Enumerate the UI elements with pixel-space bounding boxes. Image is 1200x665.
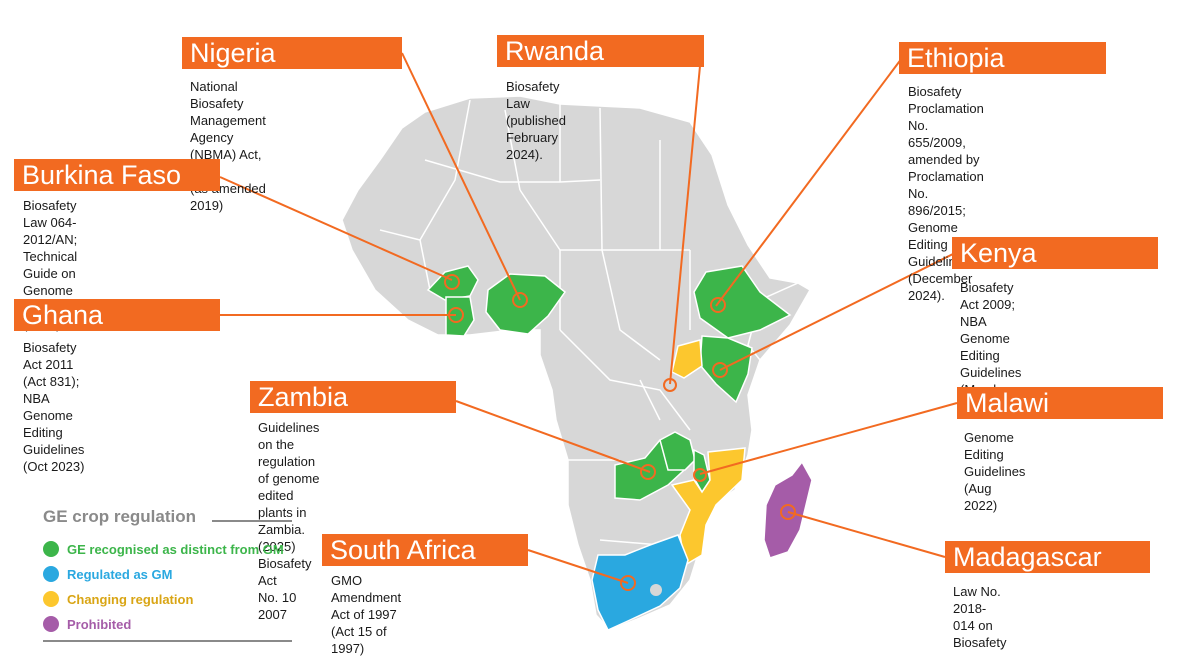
law-text-madagascar: Law No. 2018-014 on Biosafety: [953, 584, 1007, 650]
marker-ethiopia: [710, 297, 726, 313]
burkina-faso-shape: [426, 265, 479, 301]
madagascar-shape: [763, 460, 813, 559]
uganda-shape: [671, 339, 703, 379]
country-tag-south-africa: South Africa: [322, 534, 528, 566]
country-tag-ethiopia: Ethiopia: [899, 42, 1106, 74]
marker-rwanda: [663, 378, 677, 392]
legend-title: GE crop regulation: [43, 507, 197, 526]
legend-label-distinct: GE recognised as distinct from GM: [67, 541, 284, 557]
country-tag-nigeria: Nigeria: [182, 37, 402, 69]
legend-item-changing: Changing regulation: [43, 590, 193, 608]
law-text-ethiopia: Biosafety Proclamation No. 655/2009, ame…: [908, 84, 984, 303]
legend-title-rule: [212, 520, 292, 522]
marker-rings: [444, 274, 796, 591]
ghana-shape: [445, 296, 475, 337]
country-tag-ghana: Ghana: [14, 299, 220, 331]
legend-dot-green: [43, 541, 59, 557]
legend-label-changing: Changing regulation: [67, 591, 194, 607]
country-tag-zambia: Zambia: [250, 381, 456, 413]
ethiopia-shape: [693, 265, 792, 339]
country-tag-madagascar: Madagascar: [945, 541, 1150, 573]
legend-bottom-rule: [43, 640, 292, 642]
legend-dot-blue: [43, 566, 59, 582]
country-tag-rwanda: Rwanda: [497, 35, 704, 67]
marker-zambia: [640, 464, 656, 480]
law-text-ghana: Biosafety Act 2011 (Act 831); NBA Genome…: [23, 340, 85, 474]
country-tag-burkina-faso: Burkina Faso: [14, 159, 220, 191]
south-africa-shape: [591, 534, 689, 631]
law-text-nigeria: National Biosafety Management Agency (NB…: [190, 79, 266, 213]
lesotho-shape: [650, 584, 662, 596]
marker-ghana: [448, 307, 464, 323]
country-tag-malawi: Malawi: [957, 387, 1163, 419]
legend-label-regulated: Regulated as GM: [67, 566, 173, 582]
marker-burkina-faso: [444, 274, 460, 290]
changing-countries: [670, 339, 746, 567]
law-text-rwanda: Biosafety Law (published February 2024).: [506, 79, 566, 162]
country-borders: [379, 99, 691, 546]
leader-lines: [219, 52, 958, 584]
legend-item-distinct: GE recognised as distinct from GM: [43, 540, 284, 558]
legend-item-regulated: Regulated as GM: [43, 565, 172, 583]
marker-kenya: [712, 362, 728, 378]
law-text-malawi: Genome Editing Guidelines (Aug 2022): [964, 430, 1026, 513]
legend-item-prohibited: Prohibited: [43, 615, 131, 633]
marker-malawi: [693, 468, 707, 482]
law-text-south-africa: GMO Amendment Act of 1997 (Act 15 of 199…: [331, 573, 402, 656]
legend-label-prohibited: Prohibited: [67, 616, 132, 632]
law-text-zambia: Guidelines on the regulation of genome e…: [258, 420, 320, 622]
marker-nigeria: [512, 292, 528, 308]
legend-dot-yellow: [43, 591, 59, 607]
marker-south-africa: [620, 575, 636, 591]
country-tag-kenya: Kenya: [952, 237, 1158, 269]
legend-dot-purple: [43, 616, 59, 632]
marker-madagascar: [780, 504, 796, 520]
